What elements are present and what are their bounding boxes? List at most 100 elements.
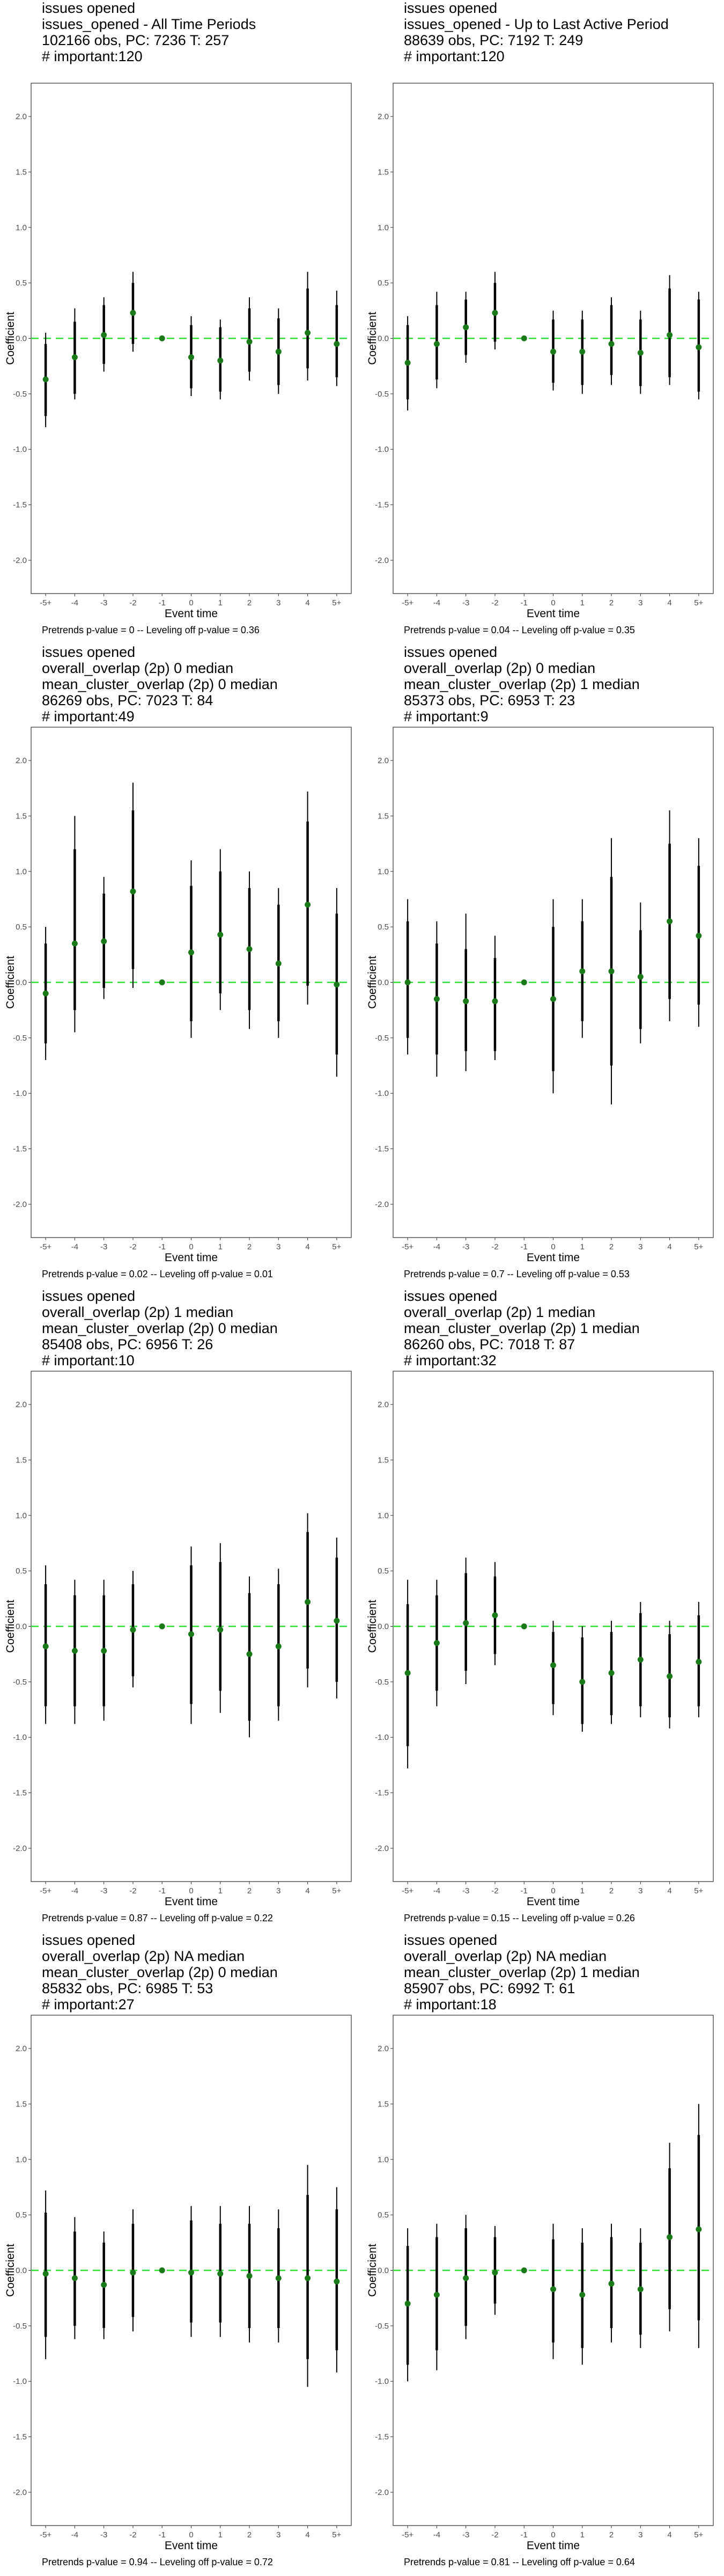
x-tick-label: -2 bbox=[129, 1886, 136, 1896]
coefficient-point bbox=[521, 335, 527, 341]
y-axis-label: Coefficient bbox=[366, 312, 379, 365]
coefficient-point bbox=[217, 2271, 224, 2277]
chart-title-line: overall_overlap (2p) 1 median bbox=[42, 1304, 234, 1320]
coefficient-point bbox=[404, 360, 411, 366]
coefficient-point bbox=[71, 1648, 78, 1654]
coefficient-point bbox=[334, 341, 340, 347]
coefficient-point bbox=[579, 968, 586, 975]
chart-title-line: mean_cluster_overlap (2p) 1 median bbox=[404, 676, 640, 692]
y-tick-label: 1.0 bbox=[16, 867, 27, 876]
coefficient-point bbox=[159, 979, 165, 985]
x-tick-label: -3 bbox=[100, 1886, 107, 1896]
x-tick-label: -5+ bbox=[40, 1886, 51, 1896]
chart-title-line: mean_cluster_overlap (2p) 0 median bbox=[42, 1320, 278, 1336]
x-tick-label: -4 bbox=[71, 1886, 78, 1896]
x-tick-label: 0 bbox=[551, 598, 555, 608]
x-tick-label: 1 bbox=[218, 598, 223, 608]
x-axis-label: Event time bbox=[527, 1896, 580, 1908]
coefficient-point bbox=[579, 1679, 586, 1685]
x-tick-label: 5+ bbox=[332, 598, 341, 608]
x-tick-label: 5+ bbox=[694, 2530, 703, 2540]
chart-title-line: # important:27 bbox=[42, 1996, 135, 2012]
chart-title-line: 85907 obs, PC: 6992 T: 61 bbox=[404, 1980, 575, 1996]
y-tick-label: 0.5 bbox=[378, 279, 389, 288]
coefficient-point bbox=[130, 310, 136, 316]
x-tick-label: 0 bbox=[551, 2530, 555, 2540]
x-tick-label: -5+ bbox=[402, 1886, 413, 1896]
pvalue-footer: Pretrends p-value = 0.7 -- Leveling off … bbox=[404, 1269, 630, 1279]
x-tick-label: -2 bbox=[491, 1242, 498, 1252]
coefficient-point bbox=[608, 968, 615, 975]
coefficient-point bbox=[463, 2275, 469, 2281]
coefficient-point bbox=[433, 1640, 440, 1646]
coefficient-point bbox=[188, 949, 194, 956]
y-tick-label: -0.5 bbox=[13, 2322, 27, 2331]
x-axis-label: Event time bbox=[527, 608, 580, 620]
pvalue-footer: Pretrends p-value = 0.15 -- Leveling off… bbox=[404, 1913, 635, 1923]
x-tick-label: -3 bbox=[462, 598, 469, 608]
chart-title-line: overall_overlap (2p) 0 median bbox=[404, 660, 596, 676]
pvalue-footer: Pretrends p-value = 0.81 -- Leveling off… bbox=[404, 2557, 635, 2567]
y-tick-label: 0.0 bbox=[378, 978, 389, 987]
x-tick-label: -3 bbox=[462, 1242, 469, 1252]
y-tick-label: 2.0 bbox=[378, 1400, 389, 1409]
chart-title-line: issues opened bbox=[42, 0, 136, 16]
x-tick-label: -4 bbox=[71, 2530, 78, 2540]
coefficient-point bbox=[433, 2292, 440, 2298]
y-tick-label: 0.0 bbox=[378, 2266, 389, 2275]
coefficient-point bbox=[521, 1623, 527, 1629]
coefficient-point bbox=[275, 348, 282, 355]
chart-title-line: issues opened bbox=[404, 644, 498, 660]
chart-title-line: issues opened bbox=[42, 644, 136, 660]
y-tick-label: -1.5 bbox=[375, 501, 389, 510]
coefficient-point bbox=[667, 2234, 673, 2240]
chart-title-line: # important:9 bbox=[404, 708, 489, 724]
y-axis-label: Coefficient bbox=[366, 2244, 379, 2297]
y-tick-label: -1.5 bbox=[13, 2433, 27, 2442]
chart-title-line: 85832 obs, PC: 6985 T: 53 bbox=[42, 1980, 213, 1996]
x-tick-label: -5+ bbox=[402, 2530, 413, 2540]
y-tick-label: 1.5 bbox=[378, 2099, 389, 2109]
pvalue-footer: Pretrends p-value = 0.94 -- Leveling off… bbox=[42, 2557, 273, 2567]
coefficient-point bbox=[188, 354, 194, 361]
y-tick-label: -1.0 bbox=[13, 445, 27, 454]
x-tick-label: -2 bbox=[491, 598, 498, 608]
x-tick-label: 2 bbox=[609, 2530, 614, 2540]
coefficient-point bbox=[71, 940, 78, 947]
chart-title: issues opened issues_opened - Up to Last … bbox=[404, 0, 669, 64]
x-axis-label: Event time bbox=[165, 1252, 218, 1264]
x-tick-label: 2 bbox=[247, 1886, 252, 1896]
coefficient-plot: 2.0 1.5 1.0 0.5 0.0 -0.5 -1.0 -1.5 -2.0 -5+ -4 -3 -2… bbox=[366, 1371, 714, 1908]
y-tick-label: 1.5 bbox=[378, 1455, 389, 1465]
coefficient-point bbox=[42, 2271, 49, 2277]
y-tick-label: 1.5 bbox=[16, 1455, 27, 1465]
coefficient-point bbox=[101, 1648, 107, 1654]
pvalue-footer: Pretrends p-value = 0.04 -- Leveling off… bbox=[404, 625, 635, 635]
y-tick-label: -1.0 bbox=[13, 2377, 27, 2386]
chart-title-line: 85408 obs, PC: 6956 T: 26 bbox=[42, 1336, 213, 1352]
chart-title: issues opened issues_opened - All Time Pe… bbox=[42, 0, 256, 64]
coefficient-point bbox=[305, 2275, 311, 2281]
coefficient-point bbox=[246, 946, 253, 952]
coefficient-plot: 2.0 1.5 1.0 0.5 0.0 -0.5 -1.0 -1.5 -2.0 -5+ -4 -3 -2… bbox=[366, 2015, 714, 2552]
y-tick-label: -2.0 bbox=[375, 1844, 389, 1853]
y-tick-label: -1.5 bbox=[13, 501, 27, 510]
x-axis-label: Event time bbox=[165, 2540, 218, 2552]
coefficient-point bbox=[492, 998, 498, 1005]
x-tick-label: 4 bbox=[305, 598, 309, 608]
x-tick-label: 3 bbox=[638, 2530, 642, 2540]
y-tick-label: -1.5 bbox=[375, 1145, 389, 1154]
x-tick-label: 2 bbox=[609, 598, 614, 608]
y-tick-label: -1.5 bbox=[375, 1789, 389, 1798]
x-tick-label: -3 bbox=[462, 2530, 469, 2540]
y-tick-label: 1.0 bbox=[378, 867, 389, 876]
x-tick-label: -5+ bbox=[402, 598, 413, 608]
y-tick-label: 2.0 bbox=[16, 1400, 27, 1409]
y-tick-label: 2.0 bbox=[16, 756, 27, 765]
chart-title-line: # important:18 bbox=[404, 1996, 497, 2012]
y-tick-label: 1.0 bbox=[16, 2155, 27, 2164]
x-tick-label: -1 bbox=[159, 1242, 166, 1252]
x-tick-label: 2 bbox=[247, 2530, 252, 2540]
coefficient-point bbox=[637, 349, 644, 356]
x-tick-label: -5+ bbox=[40, 2530, 51, 2540]
